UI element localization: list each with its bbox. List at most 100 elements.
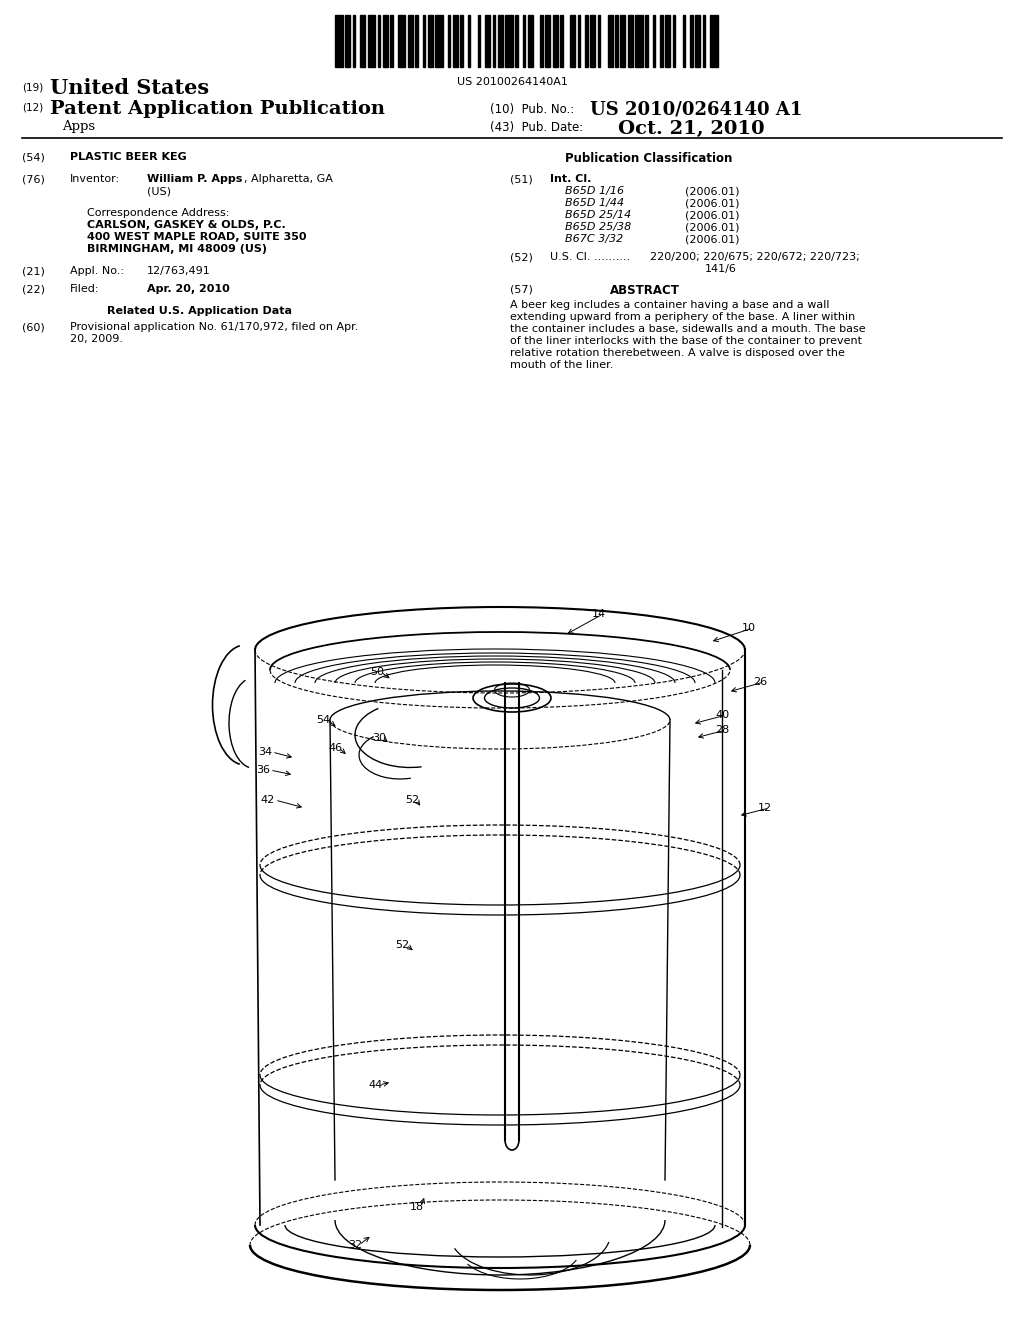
Bar (498, 15, 503, 67)
Text: of the liner interlocks with the base of the container to prevent: of the liner interlocks with the base of… (510, 337, 862, 346)
Text: 46: 46 (328, 743, 342, 752)
Bar (345, 15, 350, 67)
Text: US 2010/0264140 A1: US 2010/0264140 A1 (590, 100, 803, 117)
Bar (415, 15, 418, 67)
Bar (645, 15, 647, 67)
Bar (408, 15, 413, 67)
Text: US 20100264140A1: US 20100264140A1 (457, 77, 567, 87)
Text: United States: United States (50, 78, 209, 98)
Text: relative rotation therebetween. A valve is disposed over the: relative rotation therebetween. A valve … (510, 348, 845, 358)
Bar (435, 15, 442, 67)
Bar (683, 15, 685, 67)
Text: the container includes a base, sidewalls and a mouth. The base: the container includes a base, sidewalls… (510, 323, 865, 334)
Text: B65D 1/16: B65D 1/16 (565, 186, 624, 195)
Text: (51): (51) (510, 174, 532, 183)
Bar (505, 15, 512, 67)
Bar (383, 15, 387, 67)
Text: (22): (22) (22, 284, 45, 294)
Text: 40: 40 (715, 710, 729, 719)
Bar (447, 15, 450, 67)
Bar (522, 15, 525, 67)
Bar (378, 15, 380, 67)
Text: 30: 30 (372, 733, 386, 743)
Text: Oct. 21, 2010: Oct. 21, 2010 (618, 120, 765, 139)
Bar (560, 15, 562, 67)
Text: (2006.01): (2006.01) (685, 186, 739, 195)
Text: 14: 14 (592, 609, 606, 619)
Bar (390, 15, 392, 67)
Bar (585, 15, 588, 67)
Text: Int. Cl.: Int. Cl. (550, 174, 592, 183)
Text: (76): (76) (22, 174, 45, 183)
Text: (57): (57) (510, 284, 532, 294)
Text: 34: 34 (258, 747, 272, 756)
Bar (545, 15, 550, 67)
Text: (60): (60) (22, 322, 45, 333)
Bar (615, 15, 617, 67)
Text: Patent Application Publication: Patent Application Publication (50, 100, 385, 117)
Text: 32: 32 (348, 1239, 362, 1250)
Bar (527, 15, 532, 67)
Bar (515, 15, 517, 67)
Text: (2006.01): (2006.01) (685, 210, 739, 220)
Bar (540, 15, 543, 67)
Text: 20, 2009.: 20, 2009. (70, 334, 123, 345)
Bar (427, 15, 432, 67)
Text: BIRMINGHAM, MI 48009 (US): BIRMINGHAM, MI 48009 (US) (87, 244, 267, 253)
Text: B65D 1/44: B65D 1/44 (565, 198, 624, 209)
Bar (493, 15, 495, 67)
Bar (368, 15, 375, 67)
Bar (690, 15, 692, 67)
Bar (597, 15, 600, 67)
Text: Filed:: Filed: (70, 284, 99, 294)
Bar (352, 15, 355, 67)
Text: 18: 18 (410, 1203, 424, 1212)
Text: A beer keg includes a container having a base and a wall: A beer keg includes a container having a… (510, 300, 829, 310)
Bar (620, 15, 625, 67)
Bar (477, 15, 480, 67)
Text: (19): (19) (22, 82, 43, 92)
Bar (660, 15, 663, 67)
Text: 10: 10 (742, 623, 756, 634)
Text: , Alpharetta, GA: , Alpharetta, GA (244, 174, 333, 183)
Text: B67C 3/32: B67C 3/32 (565, 234, 624, 244)
Bar (635, 15, 642, 67)
Bar (702, 15, 705, 67)
Text: 12: 12 (758, 803, 772, 813)
Text: 400 WEST MAPLE ROAD, SUITE 350: 400 WEST MAPLE ROAD, SUITE 350 (87, 232, 306, 242)
Text: 12/763,491: 12/763,491 (147, 267, 211, 276)
Text: extending upward from a periphery of the base. A liner within: extending upward from a periphery of the… (510, 312, 855, 322)
Text: 36: 36 (256, 766, 270, 775)
Text: 28: 28 (715, 725, 729, 735)
Text: Correspondence Address:: Correspondence Address: (87, 209, 229, 218)
Text: 141/6: 141/6 (705, 264, 737, 275)
Text: Publication Classification: Publication Classification (565, 152, 732, 165)
Text: Apr. 20, 2010: Apr. 20, 2010 (147, 284, 229, 294)
Text: (12): (12) (22, 103, 43, 114)
Text: (52): (52) (510, 252, 532, 261)
Text: Related U.S. Application Data: Related U.S. Application Data (106, 306, 292, 315)
Text: (10)  Pub. No.:: (10) Pub. No.: (490, 103, 574, 116)
Text: (54): (54) (22, 152, 45, 162)
Bar (335, 15, 342, 67)
Bar (423, 15, 425, 67)
Bar (652, 15, 655, 67)
Text: (21): (21) (22, 267, 45, 276)
Bar (485, 15, 490, 67)
Text: 42: 42 (261, 795, 275, 805)
Bar (665, 15, 670, 67)
Bar (570, 15, 575, 67)
Text: 54: 54 (316, 715, 330, 725)
Text: Appl. No.:: Appl. No.: (70, 267, 124, 276)
Bar (607, 15, 612, 67)
Text: (43)  Pub. Date:: (43) Pub. Date: (490, 121, 584, 135)
Bar (695, 15, 700, 67)
Text: (2006.01): (2006.01) (685, 222, 739, 232)
Text: mouth of the liner.: mouth of the liner. (510, 360, 613, 370)
Text: Provisional application No. 61/170,972, filed on Apr.: Provisional application No. 61/170,972, … (70, 322, 358, 333)
Text: 220/200; 220/675; 220/672; 220/723;: 220/200; 220/675; 220/672; 220/723; (650, 252, 860, 261)
Bar (673, 15, 675, 67)
Text: (US): (US) (147, 186, 171, 195)
Text: 26: 26 (753, 677, 767, 686)
Text: (2006.01): (2006.01) (685, 198, 739, 209)
